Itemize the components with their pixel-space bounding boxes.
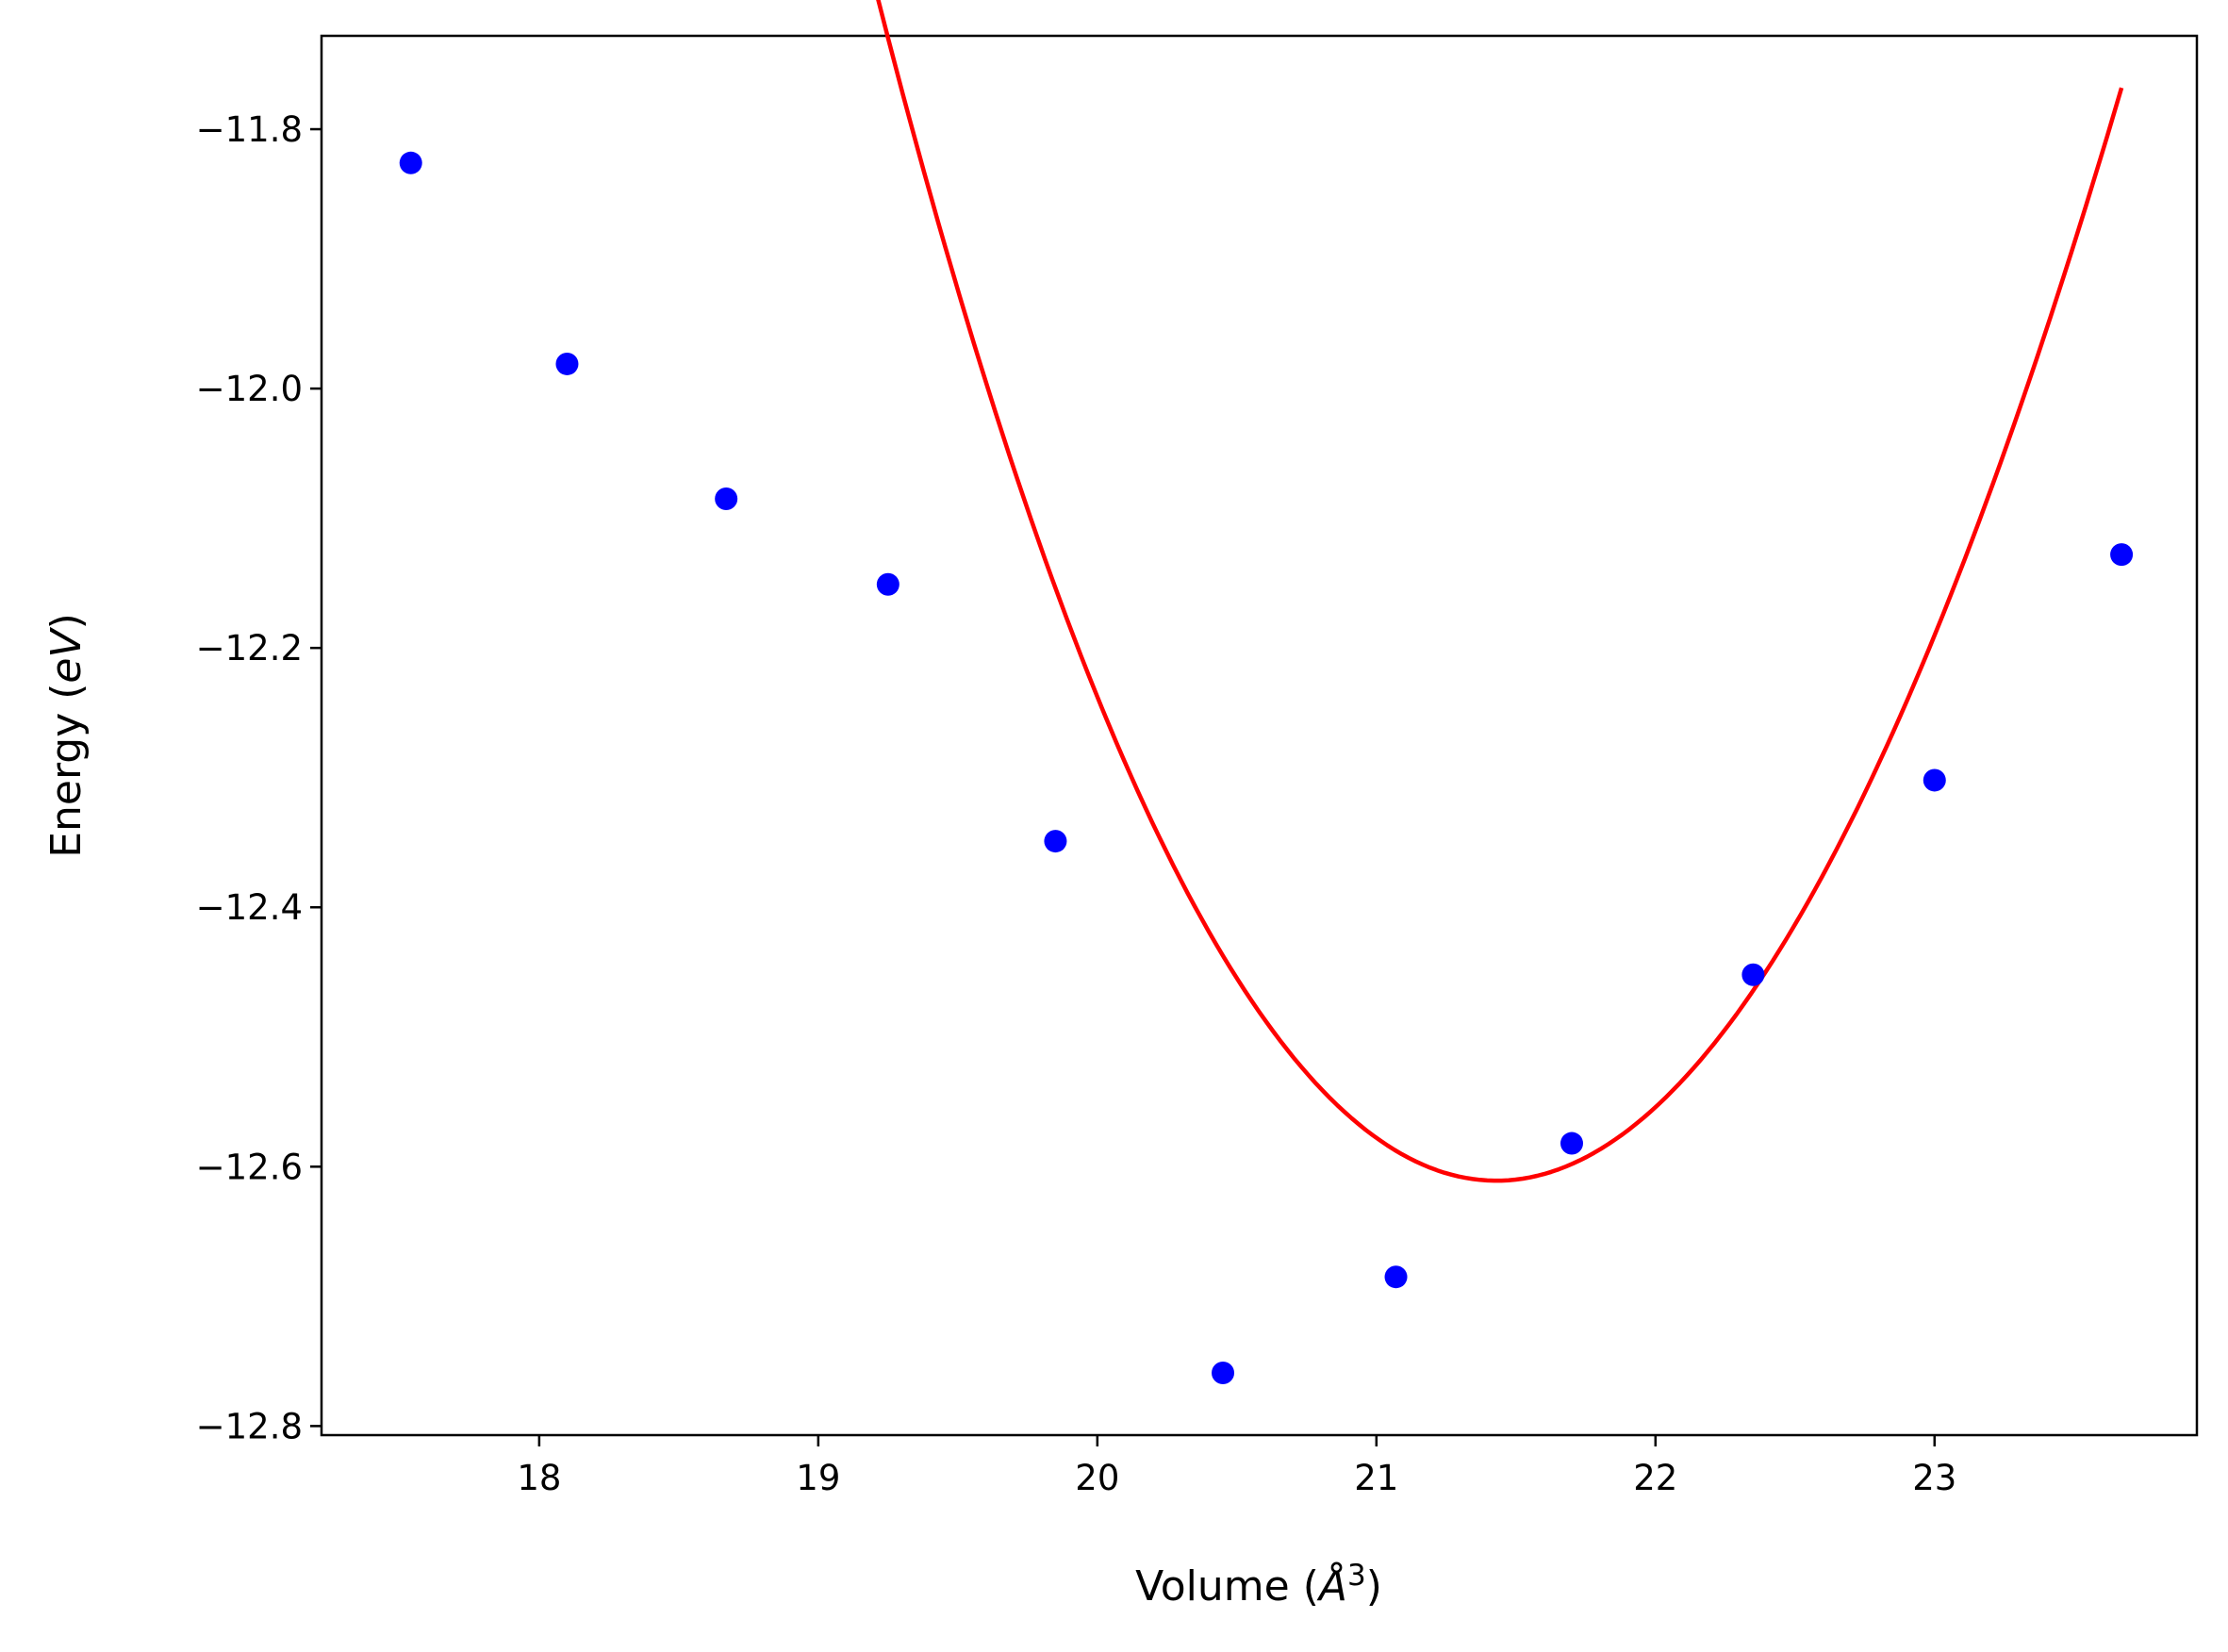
series-layer: [399, 0, 2134, 1384]
plot-area-frame: [320, 34, 2199, 1437]
x-tick-label: 18: [517, 1458, 561, 1498]
y-axis-label: Energy (eV): [42, 613, 91, 858]
y-tick-label: −11.8: [196, 109, 303, 150]
x-tick-label: 19: [796, 1458, 840, 1498]
x-axis-label: Volume (Å3): [1135, 1559, 1382, 1611]
y-tick-label: −12.2: [196, 628, 303, 669]
x-tick-label: 20: [1075, 1458, 1119, 1498]
data-point: [876, 572, 899, 596]
data-point: [1384, 1265, 1408, 1289]
x-tick-label: 23: [1912, 1458, 1956, 1498]
data-point: [1741, 963, 1765, 986]
x-tick-label: 22: [1633, 1458, 1677, 1498]
y-axis-ticks: −11.8 −12.0 −12.2 −12.4 −12.6 −12.8: [196, 109, 322, 1446]
x-tick-label: 21: [1354, 1458, 1398, 1498]
data-point: [1923, 768, 1946, 792]
y-tick-label: −12.6: [196, 1147, 303, 1187]
data-point: [1560, 1132, 1583, 1155]
y-tick-label: −12.4: [196, 887, 303, 928]
x-axis-ticks: 18 19 20 21 22 23: [517, 1435, 1956, 1498]
y-tick-label: −12.0: [196, 369, 303, 409]
fit-curve-line: [876, 0, 2124, 1183]
data-point: [1044, 830, 1067, 853]
data-point: [715, 487, 738, 510]
data-point: [2110, 543, 2134, 567]
data-point: [555, 352, 579, 375]
data-point: [399, 151, 422, 174]
data-point: [1212, 1361, 1235, 1384]
y-tick-label: −12.8: [196, 1406, 303, 1446]
